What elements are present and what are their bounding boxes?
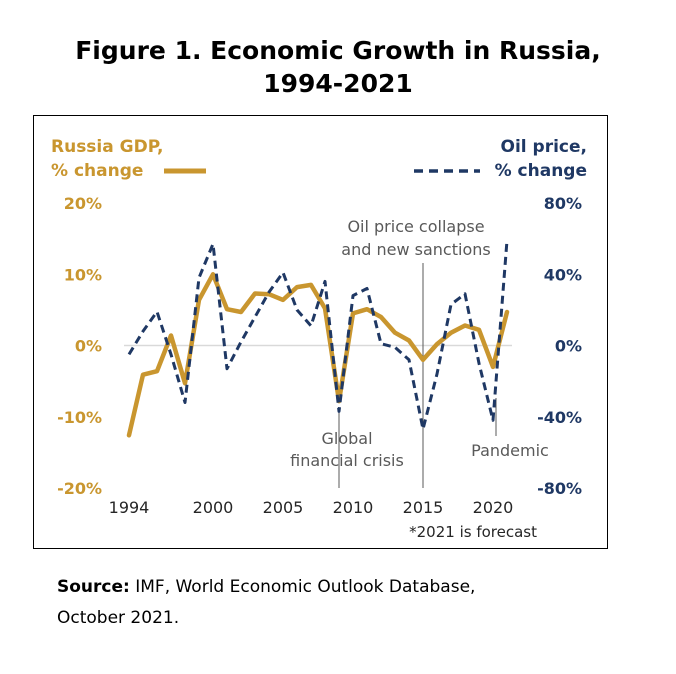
forecast-note: *2021 is forecast [409,523,537,541]
oil-legend-title-line2: % change [495,161,587,181]
pandemic-annotation: Pandemic [471,441,549,460]
left-axis-tick-label: -10% [57,408,102,427]
x-axis-tick-label: 2015 [403,498,444,517]
source-label: Source: [57,577,130,597]
right-axis-tick-label: 80% [544,194,582,213]
oil-price-series-line [127,240,509,431]
source-text-line2: October 2021. [57,608,180,628]
x-axis-tick-label: 1994 [109,498,150,517]
oil-collapse-annotation-line2: and new sanctions [341,240,490,259]
figure-title-line1: Figure 1. Economic Growth in Russia, [75,36,601,65]
right-axis-tick-label: -80% [537,479,582,498]
left-axis-tick-label: 20% [64,194,102,213]
source-note: Source: IMF, World Economic Outlook Data… [57,572,657,634]
chart-frame: 20% 10% 0% -10% -20% 80% 40% 0% -40% -80% 1994 2000… [33,115,608,549]
gfc-annotation-line1: Global [321,429,372,448]
left-axis-tick-label: 0% [75,337,102,356]
x-axis-tick-label: 2000 [193,498,234,517]
left-axis-tick-label: -20% [57,479,102,498]
right-axis-tick-label: -40% [537,408,582,427]
gfc-annotation-line2: financial crisis [290,451,404,470]
x-axis-tick-label: 2010 [333,498,374,517]
figure-title-line2: 1994-2021 [263,69,413,98]
source-text-line1: IMF, World Economic Outlook Database, [129,577,476,597]
left-axis-tick-label: 10% [64,265,102,284]
oil-legend-title-line1: Oil price, [501,137,587,157]
chart-svg: 20% 10% 0% -10% -20% 80% 40% 0% -40% -80% 1994 2000… [51,137,587,541]
gdp-legend-title-line1: Russia GDP, [51,137,164,157]
x-axis-tick-label: 2020 [473,498,514,517]
oil-collapse-annotation-line1: Oil price collapse [347,217,484,236]
x-axis-tick-label: 2005 [263,498,304,517]
gdp-series-line [126,272,510,438]
right-axis-tick-label: 40% [544,265,582,284]
gdp-legend-title-line2: % change [51,161,143,181]
figure-title: Figure 1. Economic Growth in Russia, 199… [0,34,676,100]
right-axis-tick-label: 0% [555,337,582,356]
